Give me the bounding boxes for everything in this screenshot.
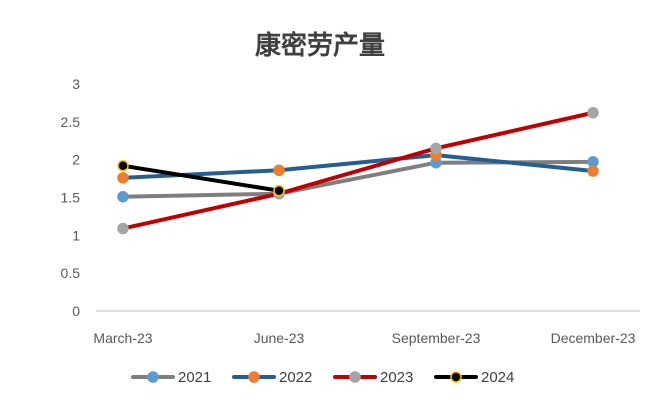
data-point-2023	[587, 107, 599, 119]
data-point-2021	[117, 190, 129, 203]
series-lines	[121, 110, 595, 231]
data-point-2022	[587, 165, 599, 177]
series-line-2024	[121, 163, 281, 193]
series-line-2023	[121, 110, 595, 231]
data-point-2023	[117, 222, 129, 235]
y-tick-label: 1	[72, 227, 80, 243]
chart-title: 康密劳产量	[255, 30, 385, 61]
x-tick-label: September-23	[392, 330, 481, 346]
y-tick-label: 0	[72, 303, 80, 319]
x-tick-label: March-23	[93, 330, 152, 346]
legend-swatch-marker	[147, 371, 159, 383]
x-axis-ticks: March-23 June-23 September-23 December-23	[93, 330, 635, 346]
y-tick-label: 1.5	[61, 190, 81, 206]
data-point-2022	[273, 164, 285, 177]
y-tick-label: 3	[72, 76, 80, 92]
data-point-2023	[430, 142, 442, 155]
y-tick-label: 2.5	[61, 114, 81, 130]
data-point-2024	[273, 184, 285, 197]
y-tick-label: 0.5	[61, 265, 81, 281]
legend: 2021 2022 2023 2024	[131, 369, 514, 386]
data-point-2024	[117, 159, 129, 172]
legend-label: 2022	[279, 369, 312, 386]
data-point-2022	[117, 172, 129, 184]
series-line-2021	[121, 159, 595, 199]
x-tick-label: June-23	[254, 330, 305, 346]
legend-label: 2024	[481, 369, 514, 386]
x-tick-label: December-23	[551, 330, 636, 346]
legend-label: 2023	[380, 369, 413, 386]
y-axis-ticks: 0 0.5 1 1.5 2 2.5 3	[61, 76, 81, 319]
series-markers	[117, 107, 599, 235]
legend-label: 2021	[178, 369, 211, 386]
legend-swatch-marker	[349, 371, 361, 383]
y-tick-label: 2	[72, 152, 80, 168]
legend-swatch-marker	[450, 371, 462, 383]
legend-swatch-marker	[248, 371, 260, 383]
series-line-2022	[121, 153, 595, 180]
